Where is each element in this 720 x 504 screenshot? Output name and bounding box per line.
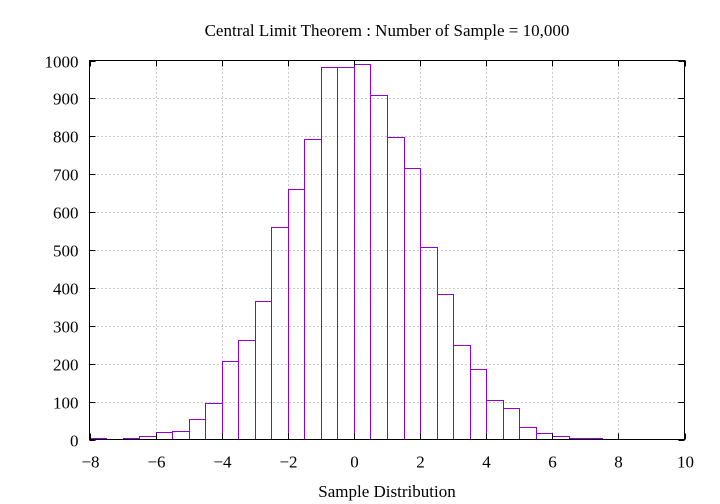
x-tick-label: 0	[350, 453, 359, 472]
histogram-bar	[222, 361, 239, 440]
y-tick-label: 500	[53, 242, 79, 261]
chart-title: Central Limit Theorem : Number of Sample…	[205, 21, 570, 40]
histogram-bar	[486, 400, 504, 440]
axis-ticks	[89, 60, 686, 441]
x-tick-label: 2	[416, 453, 425, 472]
histogram-bar	[437, 294, 454, 440]
y-tick-label: 0	[70, 432, 79, 451]
y-tick-label: 200	[53, 356, 79, 375]
x-tick-label: 6	[548, 453, 557, 472]
x-tick-label: 8	[614, 453, 623, 472]
histogram-bar	[321, 67, 338, 440]
histogram-bar	[172, 431, 190, 440]
y-tick-label: 300	[53, 318, 79, 337]
histogram-bar	[404, 168, 421, 440]
y-axis-tick-labels: 0 100 200 300 400 500 600 700 800 900 1000	[45, 53, 79, 451]
histogram-bar	[370, 95, 388, 440]
histogram-bar	[470, 369, 487, 440]
histogram-bar	[519, 427, 537, 440]
x-tick-label: −8	[81, 453, 99, 472]
x-tick-label: 10	[677, 453, 694, 472]
y-tick-label: 900	[53, 90, 79, 109]
histogram-bar	[503, 408, 520, 440]
x-tick-label: 4	[482, 453, 491, 472]
histogram-bar	[337, 67, 355, 440]
histogram-bar	[238, 340, 256, 440]
y-tick-label: 800	[53, 128, 79, 147]
x-axis-tick-labels: −8 −6 −4 −2 0 2 4 6 8 10	[81, 453, 694, 472]
histogram-bar	[271, 227, 289, 440]
histogram-bar	[453, 345, 471, 440]
histogram-bars	[90, 64, 603, 440]
x-tick-label: −4	[213, 453, 232, 472]
x-tick-label: −2	[279, 453, 297, 472]
histogram-bar	[536, 433, 553, 440]
y-tick-label: 400	[53, 280, 79, 299]
histogram-bar	[156, 432, 173, 440]
y-tick-label: 600	[53, 204, 79, 223]
y-tick-label: 1000	[45, 53, 79, 72]
x-tick-label: −6	[147, 453, 165, 472]
y-tick-label: 700	[53, 166, 79, 185]
y-tick-label: 100	[53, 394, 79, 413]
histogram-bar	[354, 64, 371, 440]
histogram-bar	[420, 247, 438, 440]
histogram-bar	[205, 403, 223, 440]
histogram-bar	[189, 419, 206, 440]
histogram-bar	[304, 139, 322, 440]
histogram-bar	[255, 301, 272, 440]
x-axis-label: Sample Distribution	[318, 482, 456, 501]
